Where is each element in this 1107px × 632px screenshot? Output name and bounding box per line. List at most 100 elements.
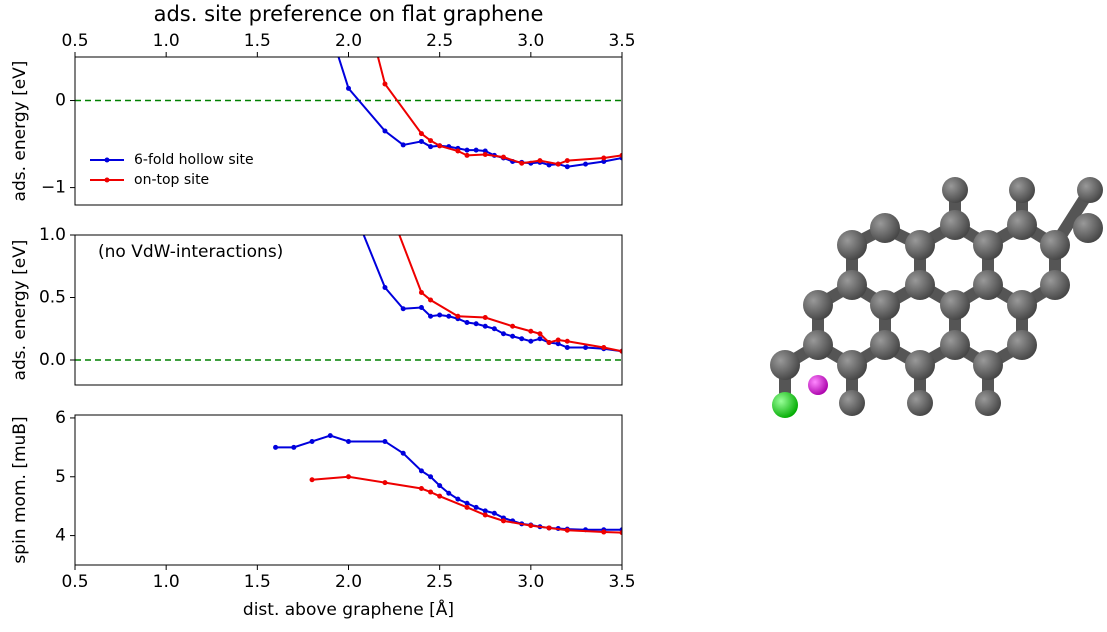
point	[465, 148, 470, 153]
legend-marker	[105, 178, 110, 183]
point	[437, 313, 442, 318]
point	[556, 338, 561, 343]
point	[501, 155, 506, 160]
point	[328, 433, 333, 438]
point	[483, 513, 488, 518]
point	[565, 345, 570, 350]
molecule-image	[770, 177, 1103, 418]
point	[346, 195, 351, 200]
annotation: (no VdW-interactions)	[98, 242, 283, 262]
point	[428, 314, 433, 319]
point	[455, 149, 460, 154]
x-tick-label: 3.0	[517, 31, 544, 51]
point	[565, 164, 570, 169]
point	[601, 530, 606, 535]
point	[519, 161, 524, 166]
point	[474, 321, 479, 326]
y-tick-label: 1.0	[39, 225, 66, 245]
point	[273, 445, 278, 450]
point	[428, 144, 433, 149]
point	[346, 439, 351, 444]
point	[328, 28, 333, 33]
axes-frame	[75, 415, 622, 565]
point	[401, 306, 406, 311]
point	[510, 324, 515, 329]
point	[382, 129, 387, 134]
point	[437, 494, 442, 499]
point	[346, 86, 351, 91]
point	[528, 523, 533, 528]
point	[428, 138, 433, 143]
point	[510, 334, 515, 339]
y-axis-label: spin mom. [muB]	[10, 416, 30, 563]
x-tick-label: 3.5	[608, 572, 635, 592]
point	[537, 331, 542, 336]
point	[483, 152, 488, 157]
x-tick-label: 2.0	[335, 31, 362, 51]
series-line	[330, 31, 622, 167]
point	[565, 158, 570, 163]
y-tick-label: 0.0	[39, 350, 66, 370]
point	[528, 329, 533, 334]
series-line	[385, 198, 622, 352]
y-axis-label: ads. energy [eV]	[10, 61, 30, 202]
point	[401, 142, 406, 147]
x-tick-label: 2.5	[426, 31, 453, 51]
point	[346, 474, 351, 479]
plot-area	[273, 433, 624, 535]
point	[382, 285, 387, 290]
chart-title: ads. site preference on flat graphene	[154, 2, 544, 26]
legend-label: 6-fold hollow site	[134, 152, 254, 168]
point	[382, 195, 387, 200]
point	[310, 439, 315, 444]
point	[565, 339, 570, 344]
x-tick-label: 1.5	[244, 31, 271, 51]
point	[547, 525, 552, 530]
point	[419, 131, 424, 136]
x-tick-label: 1.0	[153, 31, 180, 51]
point	[291, 445, 296, 450]
point	[519, 336, 524, 341]
point	[537, 336, 542, 341]
y-tick-label: 0.5	[39, 288, 66, 308]
point	[565, 528, 570, 533]
point	[474, 148, 479, 153]
point	[382, 480, 387, 485]
figure: −1 0 0.5 1.0 1.5 2.0 2.5 3.0 3.5 ads. site prefer…	[0, 0, 1107, 632]
x-tick-label: 1.5	[244, 572, 271, 592]
point	[446, 314, 451, 319]
point	[601, 345, 606, 350]
y-tick-label: 5	[55, 467, 66, 487]
point	[446, 491, 451, 496]
point	[419, 305, 424, 310]
x-tick-label: 2.5	[426, 572, 453, 592]
point	[419, 486, 424, 491]
point	[437, 143, 442, 148]
point	[601, 155, 606, 160]
point	[583, 162, 588, 167]
point	[428, 490, 433, 495]
x-tick-label: 0.5	[61, 572, 88, 592]
point	[310, 477, 315, 482]
point	[501, 331, 506, 336]
point	[492, 326, 497, 331]
legend-label: on-top site	[134, 172, 209, 188]
point	[455, 314, 460, 319]
y-tick-label: −1	[41, 178, 66, 198]
point	[583, 345, 588, 350]
series-line	[276, 436, 622, 530]
point	[547, 340, 552, 345]
x-tick-label: 1.0	[153, 572, 180, 592]
point	[483, 315, 488, 320]
x-tick-label: 3.5	[608, 31, 635, 51]
y-tick-label: 0	[55, 91, 66, 111]
x-tick-label: 3.0	[517, 572, 544, 592]
point	[501, 518, 506, 523]
point	[483, 324, 488, 329]
point	[474, 505, 479, 510]
point	[428, 298, 433, 303]
point	[401, 451, 406, 456]
point	[492, 511, 497, 516]
x-tick-label: 0.5	[61, 31, 88, 51]
point	[382, 439, 387, 444]
